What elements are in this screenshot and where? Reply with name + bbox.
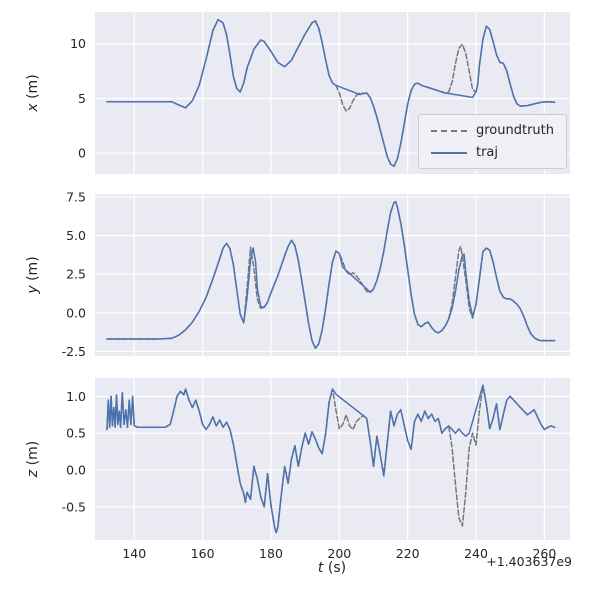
legend-entry-groundtruth: groundtruth	[430, 123, 554, 138]
svg-text:160: 160	[191, 546, 215, 561]
dashed-line-sample-icon	[430, 129, 467, 132]
svg-text:0.0: 0.0	[66, 463, 86, 478]
ylabel-y: y (m)	[25, 256, 41, 293]
ylabel-x-unit: (m)	[25, 74, 41, 104]
ylabel-z: z (m)	[25, 441, 41, 477]
legend-label-groundtruth: groundtruth	[475, 123, 554, 138]
svg-text:-2.5: -2.5	[62, 344, 86, 359]
svg-text:260: 260	[532, 546, 556, 561]
legend: groundtruth traj	[417, 114, 567, 169]
svg-text:5: 5	[78, 91, 86, 106]
xlabel-var: t	[317, 560, 324, 576]
svg-text:7.5: 7.5	[66, 190, 86, 205]
xlabel: t (s)	[318, 560, 346, 576]
svg-text:240: 240	[464, 546, 488, 561]
svg-text:2.5: 2.5	[66, 267, 86, 282]
svg-text:140: 140	[122, 546, 146, 561]
svg-text:5.0: 5.0	[66, 228, 86, 243]
xlabel-unit: (s)	[323, 560, 347, 576]
svg-text:0.5: 0.5	[66, 426, 86, 441]
legend-label-traj: traj	[475, 145, 499, 160]
svg-text:180: 180	[259, 546, 283, 561]
x-axis-offset-text: +1.403637e9	[486, 554, 572, 569]
svg-text:10: 10	[70, 36, 86, 51]
svg-text:0.0: 0.0	[66, 305, 86, 320]
ylabel-z-unit: (m)	[25, 440, 41, 470]
ylabel-z-var: z	[25, 469, 41, 478]
svg-text:-0.5: -0.5	[62, 499, 86, 514]
svg-text:200: 200	[327, 546, 351, 561]
ylabel-x: x (m)	[25, 74, 41, 111]
svg-text:1.0: 1.0	[66, 389, 86, 404]
ylabel-y-unit: (m)	[25, 256, 41, 286]
solid-line-sample-icon	[430, 151, 467, 154]
ylabel-y-var: y	[25, 285, 41, 294]
ylabel-x-var: x	[25, 103, 41, 112]
svg-text:220: 220	[396, 546, 420, 561]
legend-entry-traj: traj	[430, 145, 554, 160]
svg-text:0: 0	[78, 146, 86, 161]
